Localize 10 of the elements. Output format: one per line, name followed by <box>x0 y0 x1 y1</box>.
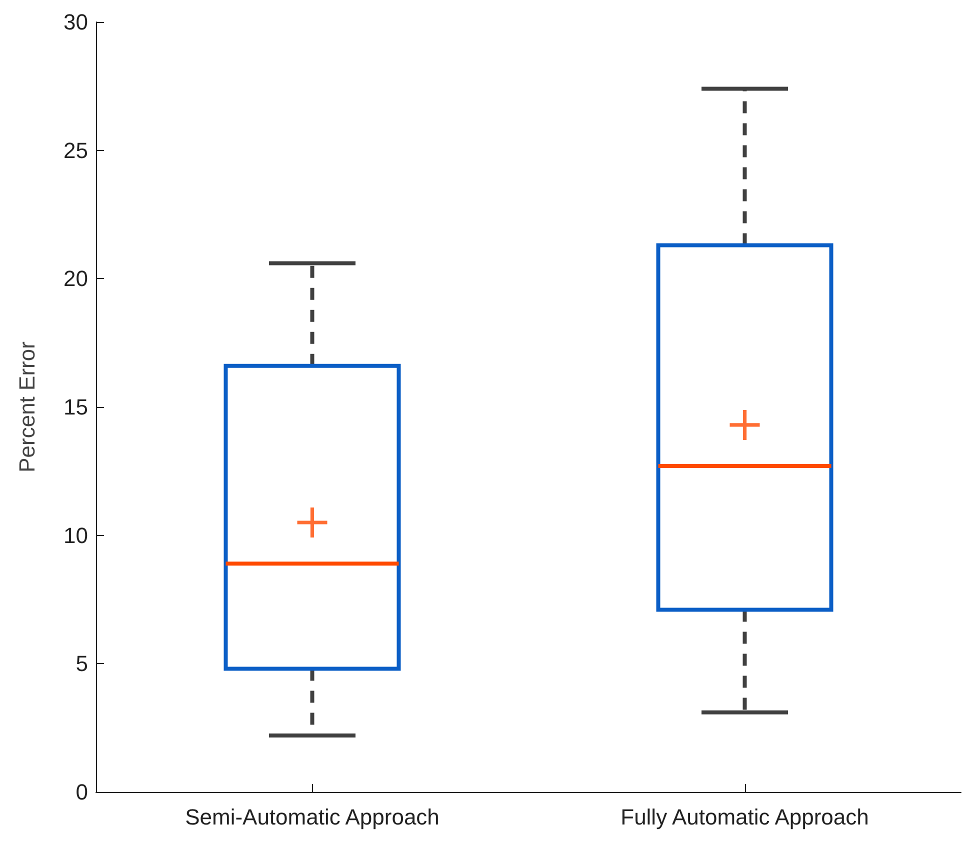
y-tick-label: 5 <box>76 651 88 676</box>
y-axis-title: Percent Error <box>14 342 40 472</box>
x-tick-label: Fully Automatic Approach <box>620 804 869 830</box>
y-tick-label: 20 <box>64 266 88 292</box>
y-tick-label: 15 <box>64 394 88 420</box>
y-tick-label: 30 <box>64 10 88 34</box>
y-tick-label: 10 <box>64 522 88 548</box>
y-tick-label: 0 <box>76 780 88 804</box>
x-tick-label: Semi-Automatic Approach <box>185 804 440 830</box>
y-tick-label: 25 <box>64 138 88 163</box>
